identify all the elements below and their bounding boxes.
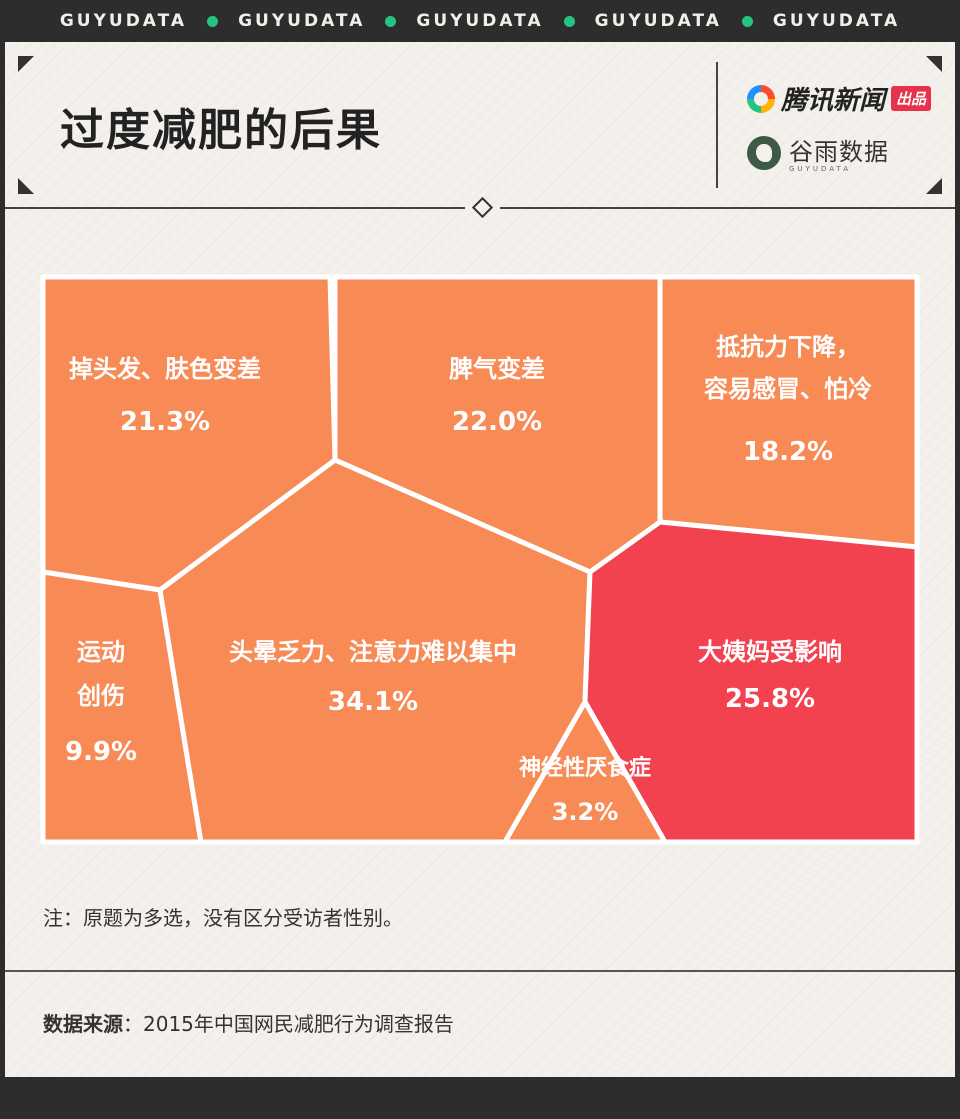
voronoi-chart: 掉头发、肤色变差 21.3% 脾气变差 22.0% 抵抗力下降， 容易感冒、怕冷 18.2%…: [40, 274, 920, 845]
infographic-card: 过度减肥的后果 腾讯新闻 出品 谷雨数据 GUYUDATA 掉头发、肤色变差 21…: [5, 42, 955, 1077]
band-item: GUYUDATA: [595, 11, 773, 31]
corner-marker-icon: [18, 56, 34, 72]
band-item: GUYUDATA: [238, 11, 416, 31]
data-source: 数据来源：2015年中国网民减肥行为调查报告: [43, 1008, 454, 1037]
voronoi-cell: [502, 699, 668, 845]
cell-label: 脾气变差: [449, 355, 545, 383]
band-item: GUYUDATA: [60, 11, 238, 31]
band-dot-icon: [741, 15, 753, 27]
data-source-text: 2015年中国网民减肥行为调查报告: [143, 1012, 454, 1036]
brand-primary: 腾讯新闻 出品: [747, 80, 932, 117]
brand-primary-name: 腾讯新闻: [781, 86, 886, 116]
chart-labels: 掉头发、肤色变差 21.3% 脾气变差 22.0% 抵抗力下降， 容易感冒、怕冷 18.2%…: [65, 333, 872, 826]
chart-cells: [40, 274, 920, 845]
cell-label: 大姨妈受影响: [698, 638, 842, 666]
header-divider: [716, 62, 718, 188]
tencent-news-logo-icon: [747, 84, 775, 113]
section-divider: [5, 207, 465, 209]
brand-primary-tag: 出品: [891, 86, 932, 111]
page-title: 过度减肥的后果: [60, 105, 382, 156]
band-item: GUYUDATA: [772, 11, 901, 31]
brand-secondary-sub: GUYUDATA: [789, 165, 851, 173]
data-source-separator: ：: [123, 1012, 143, 1036]
footnote: 注：原题为多选，没有区分受访者性别。: [43, 906, 403, 930]
cell-label: 创伤: [76, 682, 125, 710]
band-item: GUYUDATA: [416, 11, 594, 31]
brand-band-top: GUYUDATA GUYUDATA GUYUDATA GUYUDATA GUYU…: [0, 0, 960, 42]
cell-label: 掉头发、肤色变差: [69, 355, 261, 383]
brand-secondary: 谷雨数据 GUYUDATA: [747, 132, 889, 173]
footer-divider: [5, 970, 955, 972]
cell-value-label: 3.2%: [552, 798, 619, 826]
cell-label: 抵抗力下降，: [716, 333, 860, 361]
cell-label: 头晕乏力、注意力难以集中: [229, 638, 517, 666]
section-divider: [500, 207, 955, 209]
band-dot-icon: [385, 15, 397, 27]
voronoi-cell: [657, 274, 920, 550]
guyu-bird-logo-icon: [747, 135, 781, 170]
data-source-label: 数据来源: [43, 1012, 123, 1036]
corner-marker-icon: [926, 178, 942, 194]
cell-label: 神经性厌食症: [519, 755, 651, 781]
cell-label: 容易感冒、怕冷: [704, 375, 872, 403]
band-dot-icon: [207, 15, 219, 27]
cell-value-label: 9.9%: [65, 737, 137, 767]
cell-value-label: 25.8%: [725, 684, 815, 714]
cell-label: 运动: [77, 638, 125, 666]
cell-value-label: 21.3%: [120, 407, 210, 437]
corner-marker-icon: [926, 56, 942, 72]
cell-value-label: 18.2%: [743, 437, 833, 467]
corner-marker-icon: [18, 178, 34, 194]
cell-value-label: 22.0%: [452, 407, 542, 437]
brand-secondary-name: 谷雨数据: [789, 138, 889, 166]
cell-value-label: 34.1%: [328, 687, 418, 717]
band-dot-icon: [563, 15, 575, 27]
